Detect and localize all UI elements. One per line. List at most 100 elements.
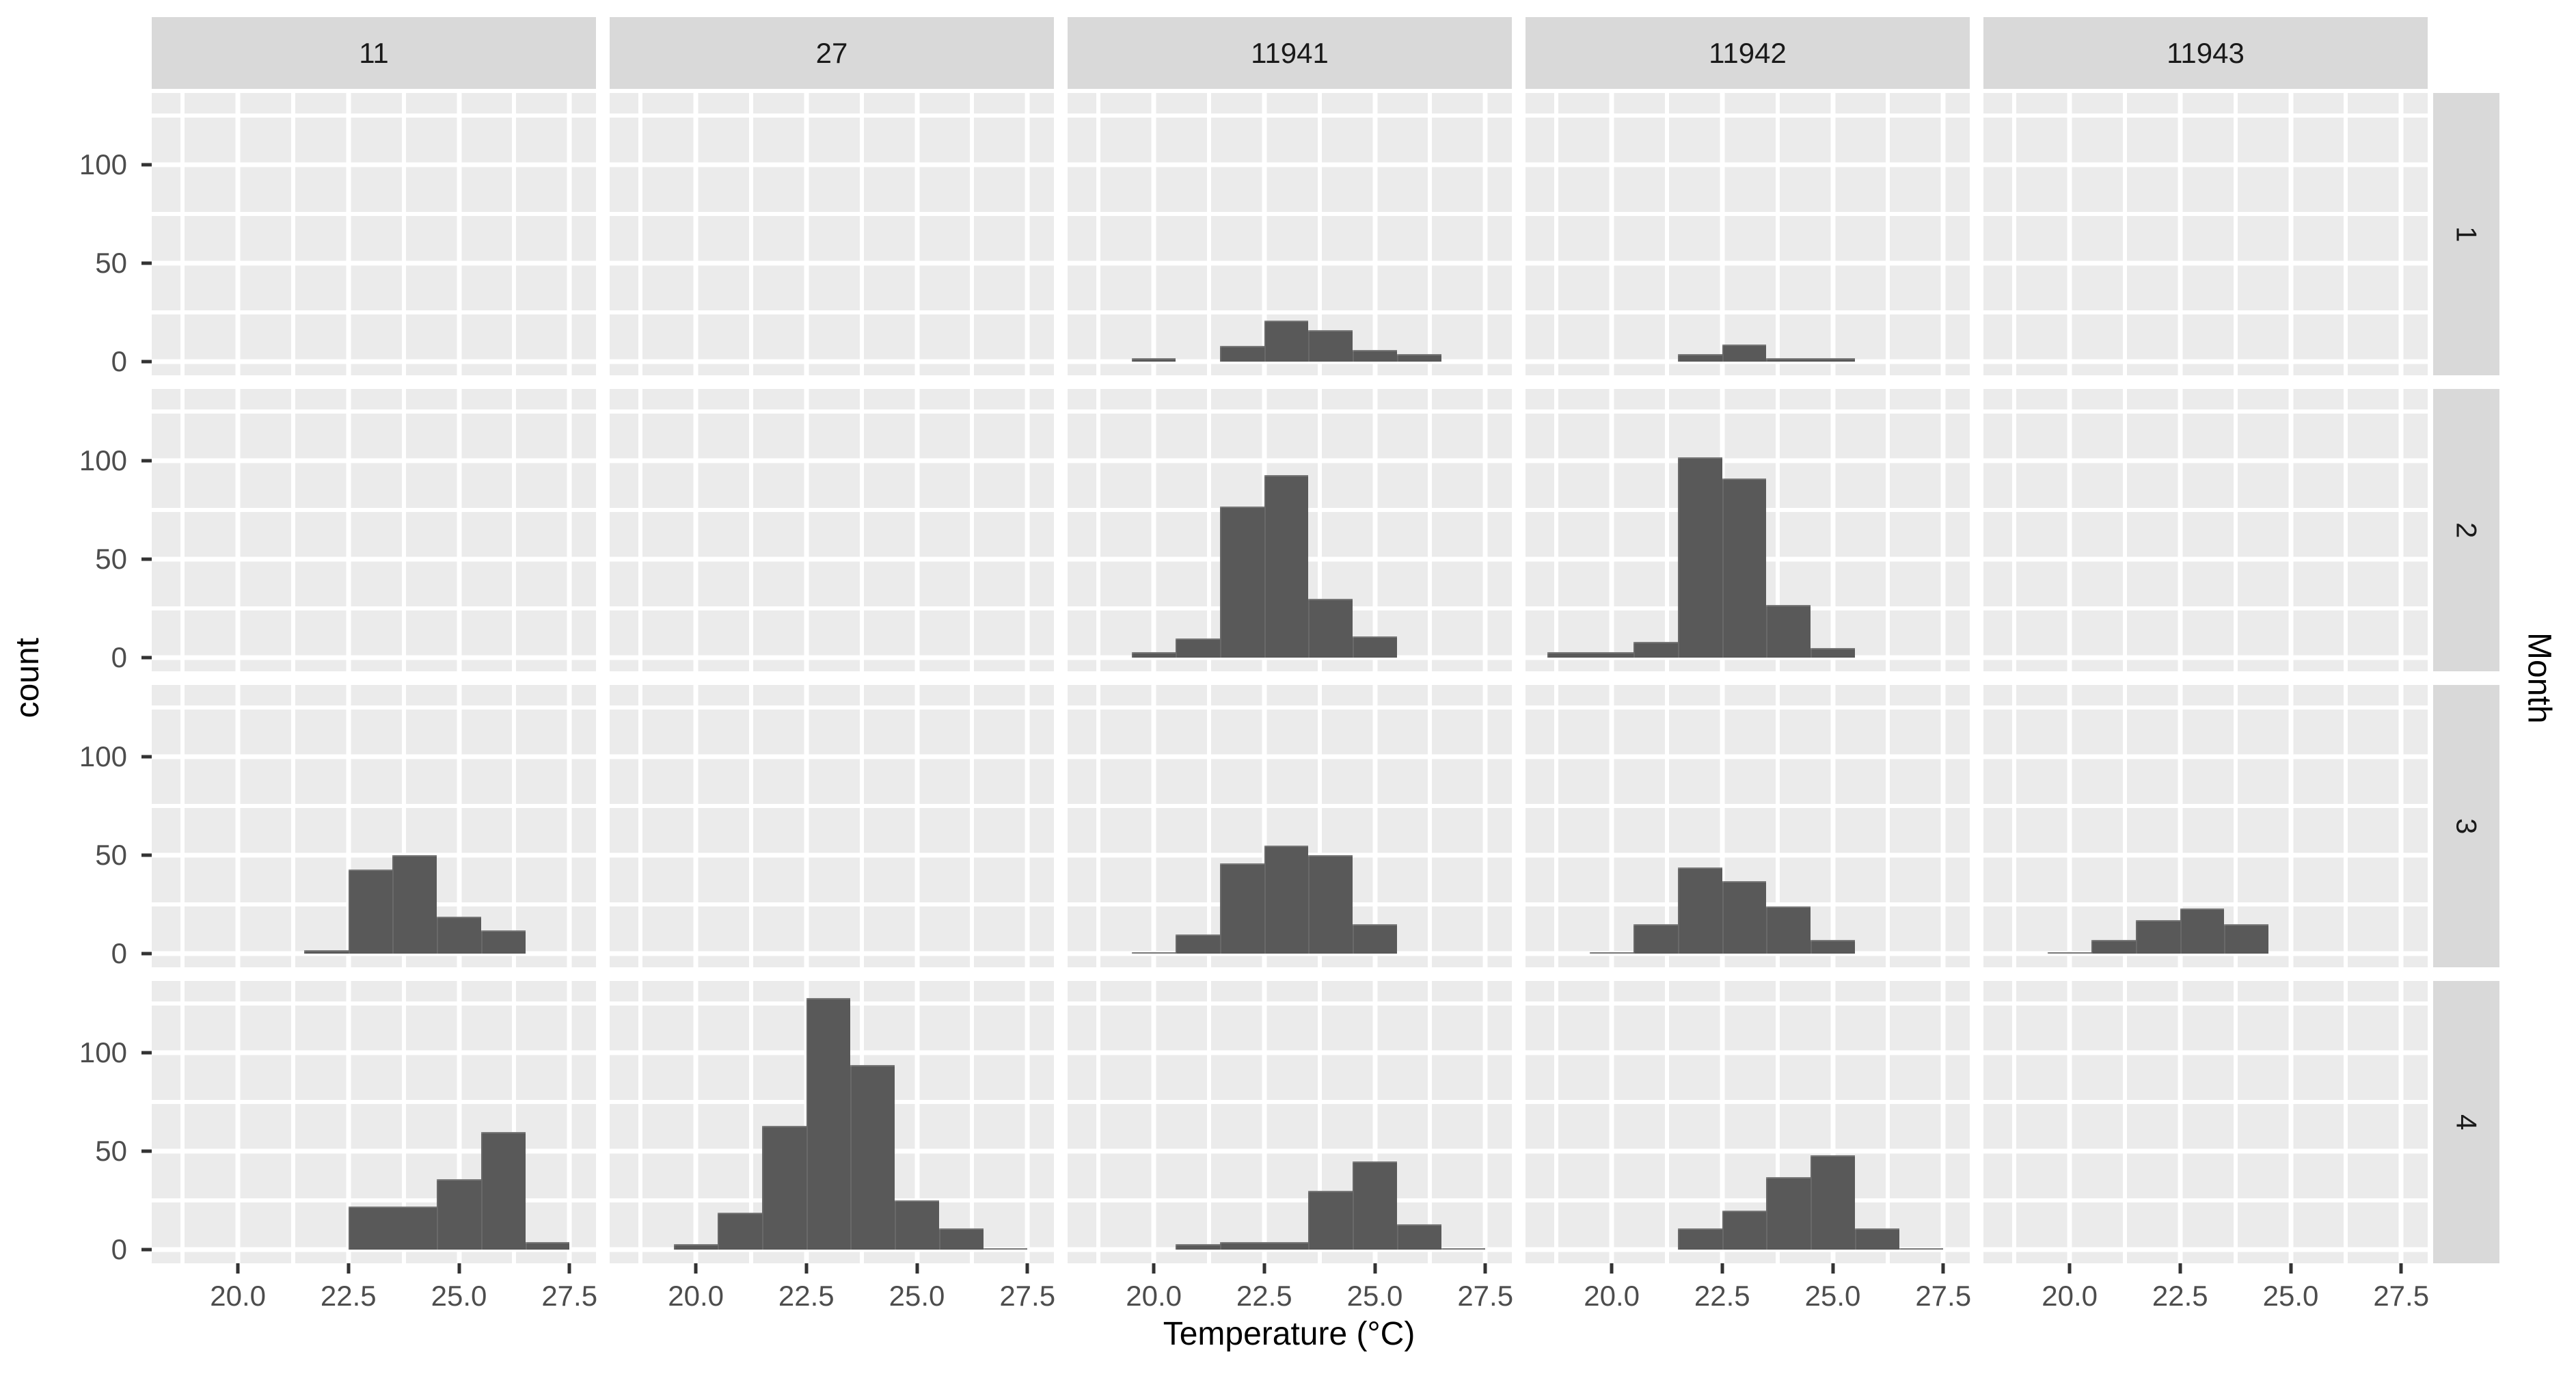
histogram-bar: [1353, 636, 1397, 658]
gridline-major-v: [1720, 685, 1725, 967]
gridline-minor-h: [1526, 1198, 1970, 1203]
histogram-bar: [480, 1131, 526, 1250]
gridline-major-h: [1983, 556, 2428, 562]
x-tick-mark: [347, 1263, 351, 1274]
gridline-major-h: [1983, 655, 2428, 660]
gridline-minor-h: [1983, 113, 2428, 118]
x-tick-label: 25.0: [889, 1280, 945, 1312]
facet-row-strip-label: 1: [2450, 226, 2483, 243]
histogram-bar: [1766, 1176, 1811, 1250]
histogram-bar: [1264, 474, 1309, 658]
histogram-bar: [1589, 952, 1634, 954]
y-axis-gutter-row-1: 0 50 100: [0, 93, 152, 377]
gridline-major-v: [1940, 981, 1946, 1263]
panel-month2-site11942: [1526, 389, 1970, 671]
gridline-minor-v: [638, 981, 643, 1263]
gridline-minor-h: [1983, 804, 2428, 809]
y-tick-label: 0: [111, 1233, 127, 1266]
x-tick-mark: [1941, 1263, 1945, 1274]
gridline-minor-v: [1096, 389, 1101, 671]
gridline-minor-h: [152, 804, 596, 809]
facet-col-strip-11: 11: [152, 17, 596, 89]
histogram-bar: [1811, 648, 1855, 658]
gridline-major-v: [1609, 389, 1614, 671]
gridline-major-v: [914, 981, 919, 1263]
histogram-bar: [1176, 638, 1221, 658]
y-axis-gutter-row-4: 0 50 100: [0, 981, 152, 1266]
histogram-bar: [1308, 855, 1353, 954]
gridline-minor-v: [748, 389, 753, 671]
x-tick-mark: [1483, 1263, 1487, 1274]
x-label-row-11942: 20.0 22.5 25.0 27.5: [1526, 1276, 1971, 1318]
gridline-minor-h: [1068, 310, 1512, 315]
histogram-bar: [1308, 1191, 1353, 1250]
gridline-major-h: [1068, 754, 1512, 759]
x-tick-mark: [2289, 1263, 2292, 1274]
gridline-minor-v: [748, 685, 753, 967]
gridline-minor-v: [1317, 93, 1322, 375]
x-tick-label: 22.5: [1236, 1280, 1292, 1312]
gridline-minor-h: [152, 1001, 596, 1006]
x-tick-mark: [1610, 1263, 1614, 1274]
gridline-major-v: [2067, 981, 2072, 1263]
gridline-minor-h: [610, 804, 1054, 809]
histogram-bar: [1308, 599, 1353, 658]
gridline-minor-v: [2122, 389, 2127, 671]
gridline-major-v: [693, 389, 699, 671]
histogram-bar: [1678, 353, 1722, 362]
gridline-minor-v: [2012, 981, 2017, 1263]
y-tick-mark: [141, 853, 152, 857]
gridline-major-v: [1482, 981, 1488, 1263]
gridline-major-h: [152, 556, 596, 562]
histogram-bar: [718, 1212, 763, 1250]
histogram-bar: [1353, 1161, 1397, 1250]
x-tick-row-11942: [1526, 1263, 1970, 1276]
gridline-major-v: [235, 389, 241, 671]
gridline-minor-v: [970, 389, 975, 671]
histogram-bar: [938, 1228, 984, 1250]
gridline-minor-v: [859, 93, 864, 375]
gridline-minor-v: [970, 93, 975, 375]
x-tick-mark: [1831, 1263, 1834, 1274]
gridline-major-v: [2178, 93, 2183, 375]
histogram-bar: [1722, 1210, 1767, 1250]
histogram-bar: [1811, 940, 1855, 954]
gridline-major-v: [346, 981, 351, 1263]
y-tick-mark: [141, 1248, 152, 1252]
gridline-major-h: [610, 951, 1054, 956]
gridline-minor-v: [1775, 93, 1780, 375]
gridline-minor-h: [152, 705, 596, 710]
y-tick-mark: [141, 163, 152, 167]
gridline-minor-v: [859, 389, 864, 671]
gridline-minor-h: [1983, 508, 2428, 513]
gridline-minor-v: [2233, 93, 2238, 375]
gridline-major-v: [1025, 685, 1030, 967]
histogram-bar: [1766, 906, 1811, 954]
gridline-minor-h: [1983, 902, 2428, 907]
gridline-major-v: [804, 93, 809, 375]
gridline-major-v: [914, 93, 919, 375]
gridline-minor-h: [1526, 1100, 1970, 1105]
facet-row-strip-label: 2: [2450, 522, 2483, 539]
gridline-major-v: [1482, 685, 1488, 967]
y-tick-label: 50: [95, 839, 127, 872]
x-tick-mark: [2178, 1263, 2182, 1274]
gridline-minor-h: [610, 310, 1054, 315]
x-tick-label: 27.5: [1457, 1280, 1514, 1312]
gridline-minor-h: [1526, 1001, 1970, 1006]
gridline-minor-h: [610, 113, 1054, 118]
panel-month4-site27: [610, 981, 1054, 1263]
gridline-minor-v: [1664, 93, 1669, 375]
x-tick-mark: [1720, 1263, 1724, 1274]
gridline-minor-h: [1068, 804, 1512, 809]
histogram-bar: [1678, 1228, 1722, 1250]
histogram-bar: [1722, 880, 1767, 954]
gridline-minor-v: [1317, 389, 1322, 671]
gridline-major-v: [2067, 93, 2072, 375]
x-tick-mark: [1262, 1263, 1266, 1274]
gridline-major-v: [2398, 981, 2404, 1263]
y-tick-mark: [141, 261, 152, 265]
gridline-major-v: [1372, 93, 1377, 375]
gridline-minor-v: [970, 685, 975, 967]
gridline-minor-h: [610, 606, 1054, 611]
